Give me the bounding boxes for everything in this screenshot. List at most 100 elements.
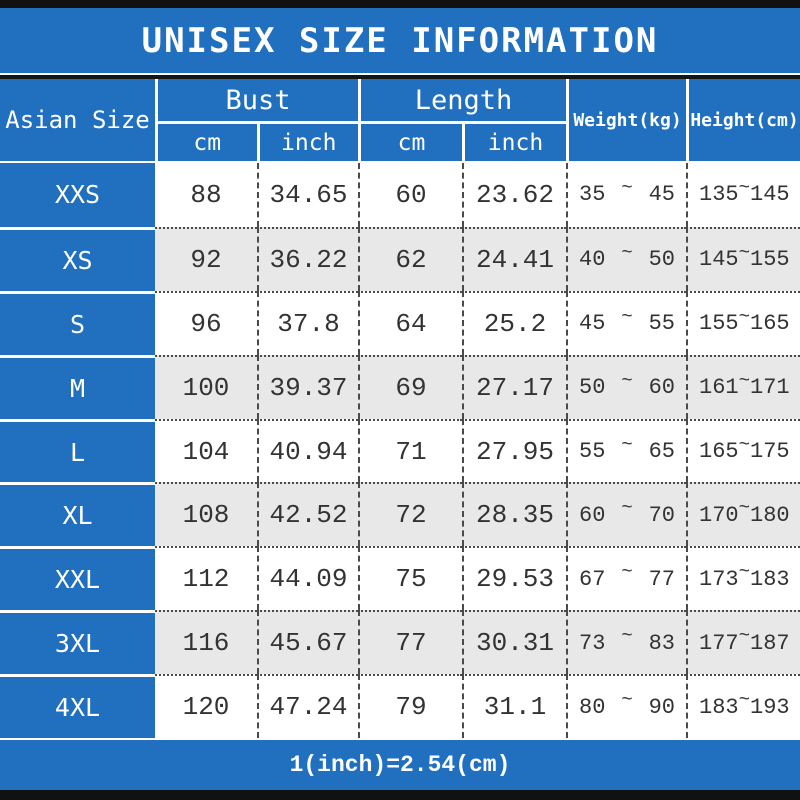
size-label: L: [0, 418, 155, 483]
bust-cm-value: 104: [155, 418, 257, 483]
weight-min: 35: [579, 182, 606, 208]
length-inch-value: 29.53: [462, 546, 566, 611]
bottom-black-bar: [0, 790, 800, 800]
bust-inch-value: 47.24: [257, 674, 358, 739]
bust-inch-value: 40.94: [257, 418, 358, 483]
height-max: 155: [750, 247, 790, 273]
tilde-icon: ~: [621, 433, 633, 456]
table-header: Asian Size Bust cm inch Length cm inch W…: [0, 79, 800, 163]
header-group-length: Length cm inch: [358, 79, 566, 161]
weight-range: 50 ~60: [566, 354, 686, 419]
height-max: 183: [750, 566, 790, 592]
size-label: 4XL: [0, 674, 155, 739]
length-cm-value: 69: [358, 354, 462, 419]
bust-inch-value: 45.67: [257, 610, 358, 675]
weight-max: 65: [648, 439, 675, 464]
tilde-icon: ~: [738, 305, 751, 328]
height-max: 187: [750, 630, 790, 656]
table-row-l: L 104 40.94 71 27.95 55 ~65 165 ~175: [0, 418, 800, 483]
weight-max: 50: [648, 247, 675, 273]
header-length-cm: cm: [397, 129, 426, 156]
header-weight: Weight(kg): [566, 79, 686, 161]
header-bust-label: Bust: [158, 79, 358, 124]
height-min: 170: [699, 502, 739, 528]
length-cm-value: 64: [358, 290, 462, 355]
height-range: 135 ~145: [686, 163, 800, 227]
weight-min: 45: [579, 311, 606, 337]
length-cm-value: 77: [358, 610, 462, 675]
weight-range: 60 ~70: [566, 482, 686, 547]
length-cm-value: 62: [358, 226, 462, 291]
bust-inch-value: 36.22: [257, 226, 358, 291]
weight-range: 45 ~55: [566, 290, 686, 355]
header-length-units: cm inch: [361, 124, 566, 161]
size-label: XL: [0, 482, 155, 547]
tilde-icon: ~: [621, 241, 633, 264]
length-cm-value: 71: [358, 418, 462, 483]
page-title: UNISEX SIZE INFORMATION: [141, 20, 659, 61]
header-length-inch: inch: [462, 124, 566, 161]
height-max: 175: [750, 439, 790, 464]
height-min: 173: [699, 566, 739, 592]
height-max: 193: [750, 694, 790, 720]
length-inch-value: 24.41: [462, 226, 566, 291]
weight-max: 55: [648, 311, 675, 337]
height-range: 177 ~187: [686, 610, 800, 675]
weight-range: 35 ~45: [566, 163, 686, 227]
bust-cm-value: 116: [155, 610, 257, 675]
height-max: 145: [750, 182, 790, 208]
weight-min: 50: [579, 375, 606, 401]
tilde-icon: ~: [621, 497, 633, 520]
height-max: 171: [750, 375, 790, 401]
tilde-icon: ~: [621, 561, 633, 584]
weight-min: 60: [579, 502, 606, 528]
header-bust-inch: inch: [256, 124, 359, 161]
bust-inch-value: 42.52: [257, 482, 358, 547]
bust-cm-value: 88: [155, 163, 257, 227]
height-min: 145: [699, 247, 739, 273]
top-black-bar: [0, 0, 800, 8]
table-row-4xl: 4XL 120 47.24 79 31.1 80 ~90 183 ~193: [0, 674, 800, 739]
header-height: Height(cm): [686, 79, 800, 161]
height-range: 155 ~165: [686, 290, 800, 355]
bust-inch-value: 34.65: [257, 163, 358, 227]
tilde-icon: ~: [621, 689, 633, 712]
size-label: XS: [0, 226, 155, 291]
weight-range: 80 ~90: [566, 674, 686, 739]
length-cm-value: 79: [358, 674, 462, 739]
height-min: 177: [699, 630, 739, 656]
weight-max: 60: [648, 375, 675, 401]
weight-range: 55 ~65: [566, 418, 686, 483]
height-range: 173 ~183: [686, 546, 800, 611]
tilde-icon: ~: [738, 689, 751, 712]
tilde-icon: ~: [621, 369, 633, 392]
bust-cm-value: 120: [155, 674, 257, 739]
table-row-s: S 96 37.8 64 25.2 45 ~55 155 ~165: [0, 290, 800, 355]
height-range: 170 ~180: [686, 482, 800, 547]
size-label: XXS: [0, 163, 155, 227]
header-group-bust: Bust cm inch: [155, 79, 358, 161]
table-row-xl: XL 108 42.52 72 28.35 60 ~70 170 ~180: [0, 482, 800, 547]
bust-inch-value: 37.8: [257, 290, 358, 355]
tilde-icon: ~: [738, 241, 751, 264]
bust-inch-value: 44.09: [257, 546, 358, 611]
weight-max: 70: [648, 502, 675, 528]
title-separator-white: [0, 73, 800, 75]
header-asian-size: Asian Size: [5, 106, 150, 134]
size-label: 3XL: [0, 610, 155, 675]
weight-range: 67 ~77: [566, 546, 686, 611]
length-inch-value: 31.1: [462, 674, 566, 739]
tilde-icon: ~: [738, 561, 751, 584]
height-range: 183 ~193: [686, 674, 800, 739]
weight-max: 77: [648, 566, 675, 592]
title-band: UNISEX SIZE INFORMATION: [0, 8, 800, 73]
length-inch-value: 27.95: [462, 418, 566, 483]
length-inch-value: 23.62: [462, 163, 566, 227]
size-label: XXL: [0, 546, 155, 611]
bust-cm-value: 108: [155, 482, 257, 547]
bust-inch-value: 39.37: [257, 354, 358, 419]
table-row-xs: XS 92 36.22 62 24.41 40 ~50 145 ~155: [0, 226, 800, 291]
header-length-label: Length: [361, 79, 566, 124]
weight-min: 40: [579, 247, 606, 273]
